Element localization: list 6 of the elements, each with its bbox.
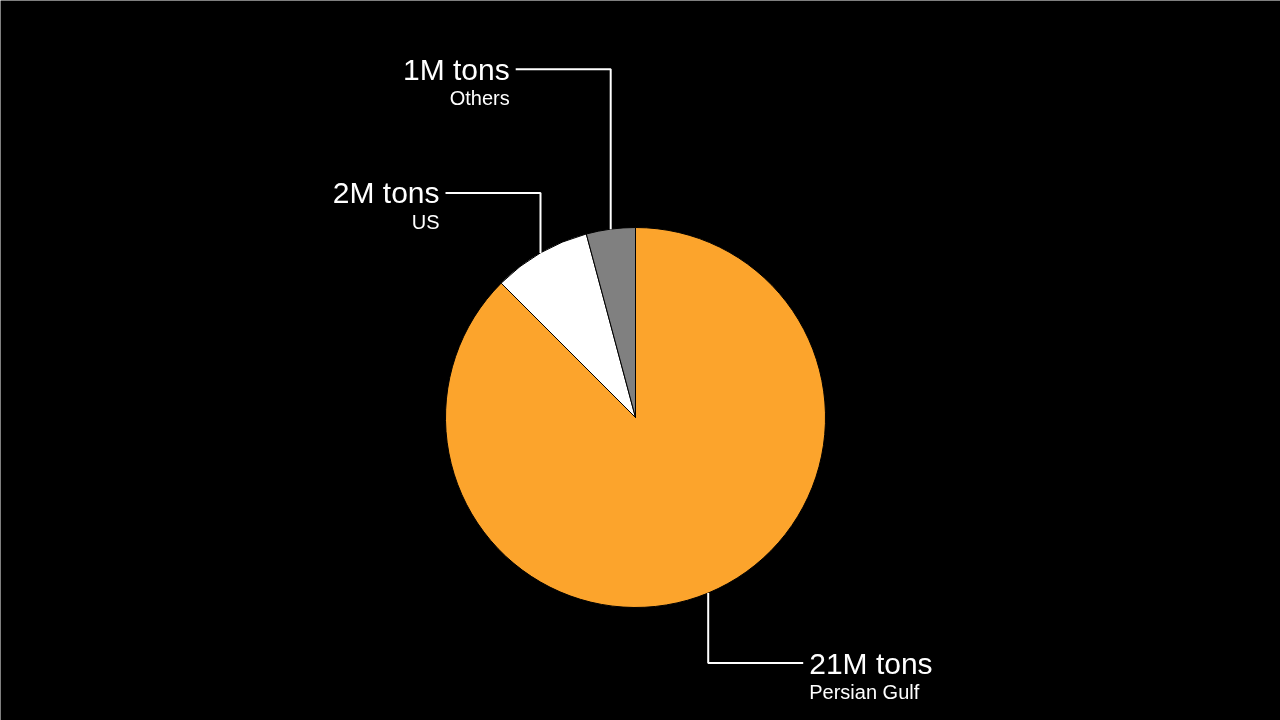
slice-label: Persian Gulf bbox=[809, 681, 920, 704]
slice-label: Others bbox=[449, 87, 510, 110]
slice-label: US bbox=[411, 210, 440, 233]
data-label: 21M tons bbox=[809, 646, 933, 680]
data-label: 1M tons bbox=[402, 52, 510, 86]
data-label: 2M tons bbox=[332, 176, 440, 210]
